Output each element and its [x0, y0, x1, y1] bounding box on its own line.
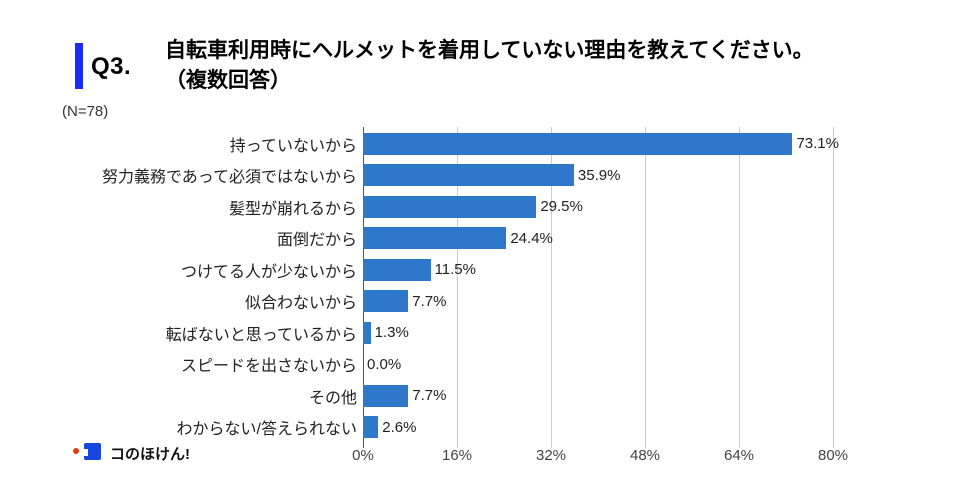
y-axis-line — [363, 127, 364, 448]
category-label: わからない/答えられない — [176, 421, 357, 439]
question-accent-bar — [75, 43, 83, 89]
question-title: 自転車利用時にヘルメットを着用していない理由を教えてください。 （複数回答） — [165, 36, 814, 96]
value-label: 0.0% — [367, 355, 402, 373]
value-label: 1.3% — [374, 324, 409, 342]
question-title-line1: 自転車利用時にヘルメットを着用していない理由を教えてください。 — [165, 39, 814, 62]
bar — [363, 195, 537, 218]
value-label: 73.1% — [796, 135, 839, 153]
gridline — [833, 127, 834, 448]
x-tick-label: 48% — [629, 447, 661, 464]
bar — [363, 321, 371, 344]
gridline — [551, 127, 552, 448]
value-label: 29.5% — [540, 198, 583, 216]
x-tick-label: 0% — [352, 447, 374, 464]
x-tick-label: 64% — [723, 447, 755, 464]
bar — [363, 164, 574, 187]
bar — [363, 384, 409, 407]
konohoken-logo-icon — [72, 442, 102, 462]
bar — [363, 416, 379, 439]
value-label: 11.5% — [434, 261, 476, 279]
question-number: Q3. — [91, 53, 132, 80]
gridline — [645, 127, 646, 448]
value-label: 2.6% — [382, 418, 417, 436]
bar — [363, 290, 409, 313]
question-title-line2: （複数回答） — [165, 69, 291, 92]
value-label: 35.9% — [577, 166, 621, 184]
bar — [363, 258, 431, 281]
gridline — [739, 127, 740, 448]
category-label: スピードを出さないから — [180, 358, 357, 376]
category-label: 髪型が崩れるから — [228, 200, 357, 218]
value-label: 7.7% — [412, 292, 447, 310]
category-label: 面倒だから — [276, 232, 357, 250]
category-label: 努力義務であって必須ではないから — [101, 169, 357, 187]
category-label: つけてる人が少ないから — [180, 263, 357, 281]
logo-blue-square — [84, 443, 101, 460]
category-label: 転ばないと思っているから — [165, 326, 357, 344]
sample-size-label: (N=78) — [62, 103, 109, 120]
bar — [363, 227, 507, 250]
category-label: その他 — [308, 389, 357, 407]
category-label: 似合わないから — [244, 295, 357, 313]
category-label: 持っていないから — [229, 137, 357, 155]
logo-notch — [81, 449, 88, 456]
brand-logo-text: コのほけん! — [110, 446, 190, 463]
value-label: 7.7% — [412, 387, 447, 405]
bar — [363, 132, 793, 155]
x-tick-label: 80% — [817, 447, 849, 464]
x-tick-label: 32% — [535, 447, 567, 464]
gridline — [457, 127, 458, 448]
x-tick-label: 16% — [441, 447, 473, 464]
logo-red-dot — [73, 448, 79, 454]
value-label: 24.4% — [510, 229, 553, 247]
